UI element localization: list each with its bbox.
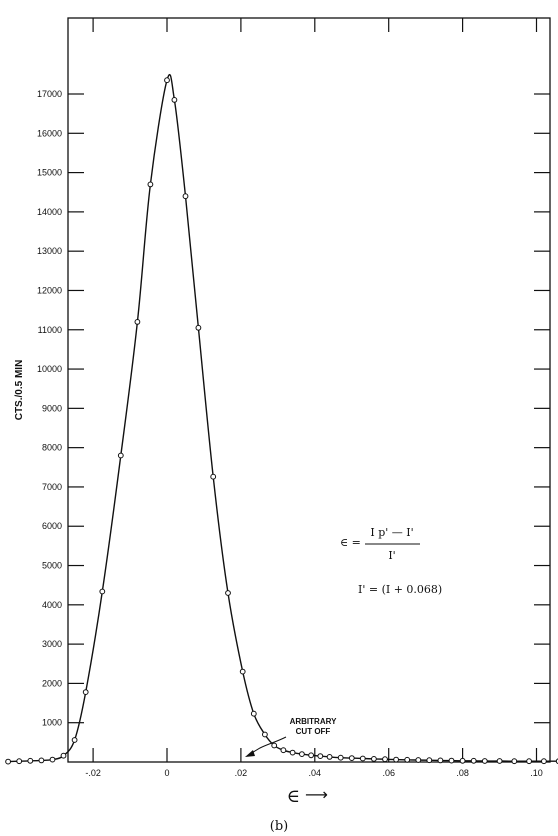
data-point	[541, 758, 547, 765]
cutoff-arrowhead	[245, 750, 255, 757]
right-axis-ticks	[534, 93, 550, 724]
data-point	[5, 758, 12, 765]
equation-lhs: ∈ =	[340, 536, 361, 549]
cutoff-annotation: ARBITRARY CUT OFF	[245, 717, 337, 757]
y-tick-label: 5000	[42, 561, 62, 571]
y-tick-label: 3000	[42, 639, 62, 649]
data-point	[289, 749, 296, 756]
data-point	[337, 754, 344, 761]
data-point	[526, 758, 532, 765]
data-point	[71, 737, 78, 743]
data-point	[60, 752, 67, 759]
data-point	[348, 755, 355, 761]
data-point	[250, 710, 257, 717]
top-axis-ticks	[92, 18, 538, 32]
y-tick-label: 7000	[42, 482, 62, 492]
data-point	[299, 751, 305, 757]
y-tick-label: 12000	[37, 285, 62, 295]
y-tick-label: 1000	[42, 718, 62, 728]
data-point	[459, 757, 466, 764]
data-point	[481, 758, 488, 764]
x-tick-label: .04	[309, 768, 322, 778]
data-point	[382, 756, 388, 763]
data-point	[82, 689, 89, 695]
y-tick-label: 6000	[42, 521, 62, 531]
y-tick-label: 4000	[42, 600, 62, 610]
data-point	[147, 181, 154, 188]
y-tick-label: 17000	[37, 89, 62, 99]
data-point	[415, 757, 422, 763]
data-point	[371, 756, 377, 762]
data-point	[359, 755, 366, 762]
data-point	[437, 757, 444, 764]
data-point	[262, 731, 268, 738]
x-tick-label: .02	[235, 768, 248, 778]
epsilon-equation: ∈ = I p' — I' I' I' = (I + 0.068)	[340, 526, 442, 596]
data-point	[326, 754, 333, 760]
data-point	[280, 747, 287, 754]
x-tick-label: .08	[456, 768, 469, 778]
data-point	[117, 452, 124, 459]
data-point	[496, 758, 503, 764]
data-point	[210, 473, 217, 480]
data-point	[317, 753, 324, 759]
y-tick-label: 8000	[42, 443, 62, 453]
data-point	[38, 757, 45, 764]
cutoff-leader-line	[249, 736, 287, 755]
equation-two: I' = (I + 0.068)	[358, 583, 442, 596]
y-tick-label: 16000	[37, 128, 62, 138]
y-tick-label: 13000	[37, 246, 62, 256]
y-tick-label: 10000	[37, 364, 62, 374]
data-point	[448, 757, 455, 764]
y-tick-label: 14000	[37, 207, 62, 217]
data-point	[195, 324, 202, 331]
x-tick-label: -.02	[85, 768, 101, 778]
cutoff-label-line1: ARBITRARY	[290, 717, 337, 726]
data-point	[308, 752, 315, 759]
x-axis-arrow: ⟶	[305, 785, 328, 804]
data-point	[171, 97, 178, 103]
data-point	[393, 756, 400, 763]
equation-denominator: I'	[388, 549, 395, 562]
data-point	[27, 757, 34, 764]
fit-curve	[8, 73, 558, 763]
y-axis-ticks: 1000 2000 3000 4000 5000 6000 7000 8000 9000 1000…	[37, 89, 84, 728]
data-point	[225, 590, 231, 596]
data-point	[470, 757, 477, 764]
data-point	[426, 757, 433, 764]
figure-caption: (b)	[270, 819, 288, 834]
data-point	[134, 319, 141, 325]
data-point	[271, 742, 278, 749]
y-tick-label: 11000	[38, 325, 62, 335]
data-point	[16, 758, 23, 765]
y-axis-label: CTS./0.5 MIN	[14, 360, 25, 421]
x-axis-label-group: ∈ ⟶	[287, 785, 328, 807]
data-point	[511, 758, 518, 765]
x-tick-label: .06	[382, 768, 395, 778]
data-point	[239, 668, 246, 675]
x-tick-label: .10	[530, 768, 543, 778]
x-axis-label: ∈	[287, 786, 300, 807]
data-point	[164, 77, 170, 84]
equation-numerator: I p' — I'	[370, 526, 413, 539]
data-point	[99, 588, 106, 595]
data-point	[404, 756, 411, 763]
x-axis-ticks: -.02 0 .02 .04 .06 .08 .10	[85, 748, 543, 778]
x-tick-label: 0	[164, 768, 169, 778]
data-points	[5, 77, 558, 765]
plot-frame	[67, 17, 551, 763]
cutoff-label-line2: CUT OFF	[296, 727, 331, 736]
data-point	[49, 756, 56, 763]
y-tick-label: 15000	[37, 168, 62, 178]
y-tick-label: 9000	[42, 403, 62, 413]
data-point	[182, 193, 189, 200]
y-tick-label: 2000	[42, 678, 62, 688]
